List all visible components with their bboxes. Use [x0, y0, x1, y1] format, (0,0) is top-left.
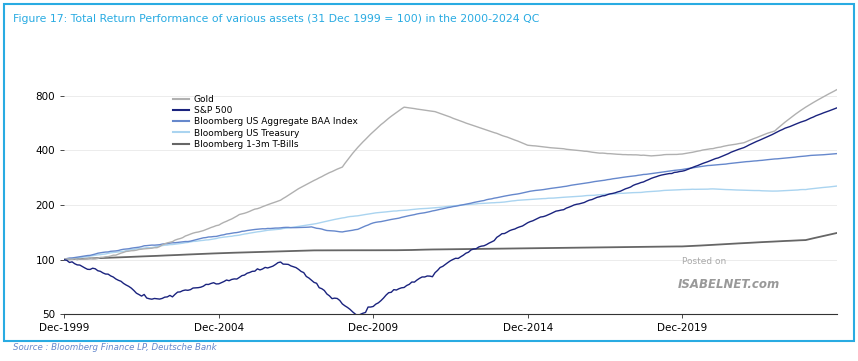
Legend: Gold, S&P 500, Bloomberg US Aggregate BAA Index, Bloomberg US Treasury, Bloomber: Gold, S&P 500, Bloomberg US Aggregate BA…	[169, 91, 361, 152]
Text: Posted on: Posted on	[682, 257, 727, 266]
Text: Source : Bloomberg Finance LP, Deutsche Bank: Source : Bloomberg Finance LP, Deutsche …	[13, 343, 216, 352]
Text: ISABELNET.com: ISABELNET.com	[678, 278, 781, 291]
Text: Figure 17: Total Return Performance of various assets (31 Dec 1999 = 100) in the: Figure 17: Total Return Performance of v…	[13, 14, 539, 25]
